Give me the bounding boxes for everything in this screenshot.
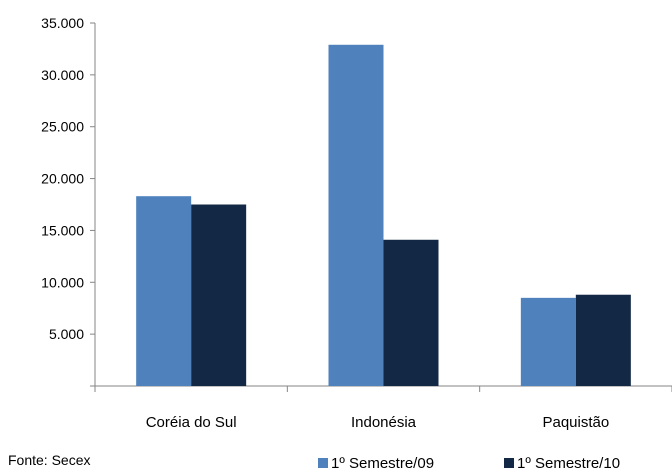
bar-series1-1 — [328, 44, 384, 386]
category-label: Indonésia — [351, 414, 417, 431]
y-tick-label: 35.000 — [41, 15, 84, 31]
x-axis — [94, 385, 672, 392]
legend-swatch — [504, 458, 514, 468]
bars — [136, 44, 631, 386]
y-tick-label: 10.000 — [41, 274, 84, 290]
y-tick-label: 15.000 — [41, 222, 84, 238]
bar-series2-2 — [575, 294, 631, 386]
legend-label: 1º Semestre/09 — [331, 455, 434, 472]
legend-label: 1º Semestre/10 — [517, 455, 620, 472]
y-axis: 5.000 10.000 15.000 20.000 25.000 30.000 35.00… — [41, 15, 96, 387]
bar-series1-0 — [136, 196, 192, 386]
bar-series2-0 — [191, 204, 247, 386]
y-tick-label: 20.000 — [41, 171, 84, 187]
bar-series2-1 — [383, 239, 439, 386]
legend: 1º Semestre/09 1º Semestre/10 — [318, 455, 620, 472]
category-label: Paquistão — [542, 414, 609, 431]
category-labels: Coréia do Sul Indonésia Paquistão — [146, 414, 609, 431]
y-tick-label: 5.000 — [49, 326, 84, 342]
category-label: Coréia do Sul — [146, 414, 237, 431]
y-tick-label: 30.000 — [41, 67, 84, 83]
y-tick-label: 25.000 — [41, 119, 84, 135]
bar-series1-2 — [520, 297, 576, 386]
source-note: Fonte: Secex — [8, 452, 91, 468]
legend-swatch — [318, 458, 328, 468]
